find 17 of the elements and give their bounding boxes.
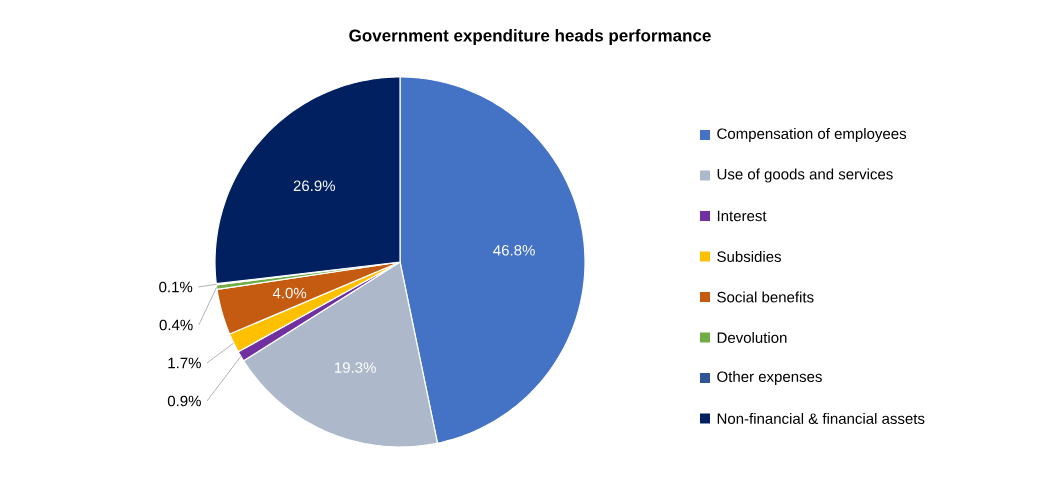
legend-label: Use of goods and services	[717, 168, 893, 183]
data-label: 26.9%	[293, 180, 335, 192]
data-label: 19.3%	[335, 362, 376, 373]
data-label: 0.4%	[159, 319, 193, 331]
data-label: 0.9%	[167, 395, 201, 407]
data-label: 4.0%	[272, 287, 307, 299]
legend-label: Other expenses	[717, 371, 822, 385]
legend-label: Non-financial & financial assets	[717, 412, 925, 424]
data-label: 1.7%	[168, 357, 201, 369]
legend-label: Compensation of employees	[717, 128, 907, 142]
legend-label: Subsidies	[717, 250, 782, 262]
legend-label: Interest	[717, 210, 767, 222]
legend-label: Social benefits	[717, 291, 814, 303]
data-label: 46.8%	[493, 244, 535, 256]
chart-title: Government expenditure heads performance	[349, 29, 711, 45]
legend-label: Devolution	[717, 331, 787, 343]
data-label: 0.1%	[159, 281, 193, 293]
